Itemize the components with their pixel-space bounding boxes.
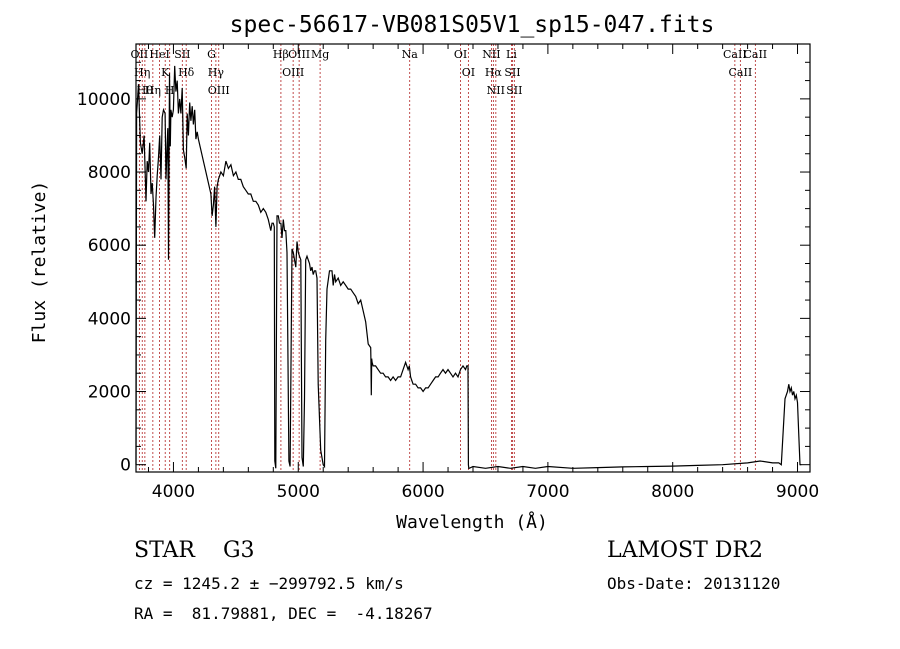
spectral-line-label: CaII <box>743 48 767 61</box>
x-tick-label: 4000 <box>152 482 195 502</box>
y-tick-label: 8000 <box>88 163 131 183</box>
spectral-line-label: Hγ <box>208 66 225 79</box>
spectral-line-label: Hδ <box>178 66 195 79</box>
x-tick-label: 5000 <box>277 482 320 502</box>
x-tick-label: 7000 <box>526 482 569 502</box>
spectral-line-label: Hη <box>134 66 150 79</box>
spectral-line-label: CaII <box>723 48 747 61</box>
coordinates-info: RA = 81.79881, DEC = -4.18267 <box>134 604 433 623</box>
y-tick-label: 10000 <box>77 90 131 110</box>
spectral-line-label: SII <box>174 48 190 61</box>
spectral-line-label: Mg <box>311 48 329 61</box>
spectral-line-label: OIII <box>288 48 310 61</box>
spectral-line-label: OII <box>131 48 149 61</box>
y-tick-label: 6000 <box>88 236 131 256</box>
spectral-line-label: NII <box>482 48 500 61</box>
spectral-line-label: K <box>161 66 170 79</box>
spectral-line-label: HeI <box>149 48 169 61</box>
spectral-line-label: G <box>207 48 216 61</box>
y-tick-label: 0 <box>120 456 131 476</box>
x-axis-ticks: 4000 5000 6000 7000 8000 9000 <box>147 44 819 502</box>
spectral-line-markers <box>138 44 756 472</box>
spectral-line-label: OI <box>454 48 467 61</box>
y-axis-label: Flux (relative) <box>29 181 50 344</box>
spectral-line-label: NII <box>487 84 505 97</box>
spectral-line-label: Hβ <box>273 48 289 61</box>
spectral-line-label: SII <box>504 66 520 79</box>
spectral-line-label: Na <box>402 48 419 61</box>
spectral-line-label: OIII <box>208 84 230 97</box>
spectral-line-label: Hη <box>145 84 161 97</box>
spectral-line-label: SII <box>506 84 522 97</box>
spectral-line-label: CaII <box>729 66 753 79</box>
plot-frame <box>135 43 811 473</box>
x-tick-label: 8000 <box>651 482 694 502</box>
y-axis-ticks: 0 2000 4000 6000 8000 10000 <box>77 61 810 476</box>
spectrum-line <box>135 65 802 469</box>
x-tick-label: 6000 <box>401 482 444 502</box>
chart-title: spec-56617-VB081S05V1_sp15-047.fits <box>230 12 715 38</box>
spectral-line-label: OI <box>462 66 475 79</box>
spectral-line-label: Hα <box>485 66 503 79</box>
y-tick-label: 2000 <box>88 383 131 403</box>
redshift-info: cz = 1245.2 ± −299792.5 km/s <box>134 574 404 593</box>
object-class: STAR G3 <box>134 538 255 563</box>
obs-date: Obs-Date: 20131120 <box>607 574 781 593</box>
y-tick-label: 4000 <box>88 309 131 329</box>
x-axis-label: Wavelength (Å) <box>396 511 548 533</box>
spectral-line-label: OIII <box>282 66 304 79</box>
spectral-line-label: Hθ <box>137 84 154 97</box>
x-tick-label: 9000 <box>776 482 819 502</box>
survey-name: LAMOST DR2 <box>607 538 763 563</box>
spectral-line-label: Li <box>506 48 517 61</box>
